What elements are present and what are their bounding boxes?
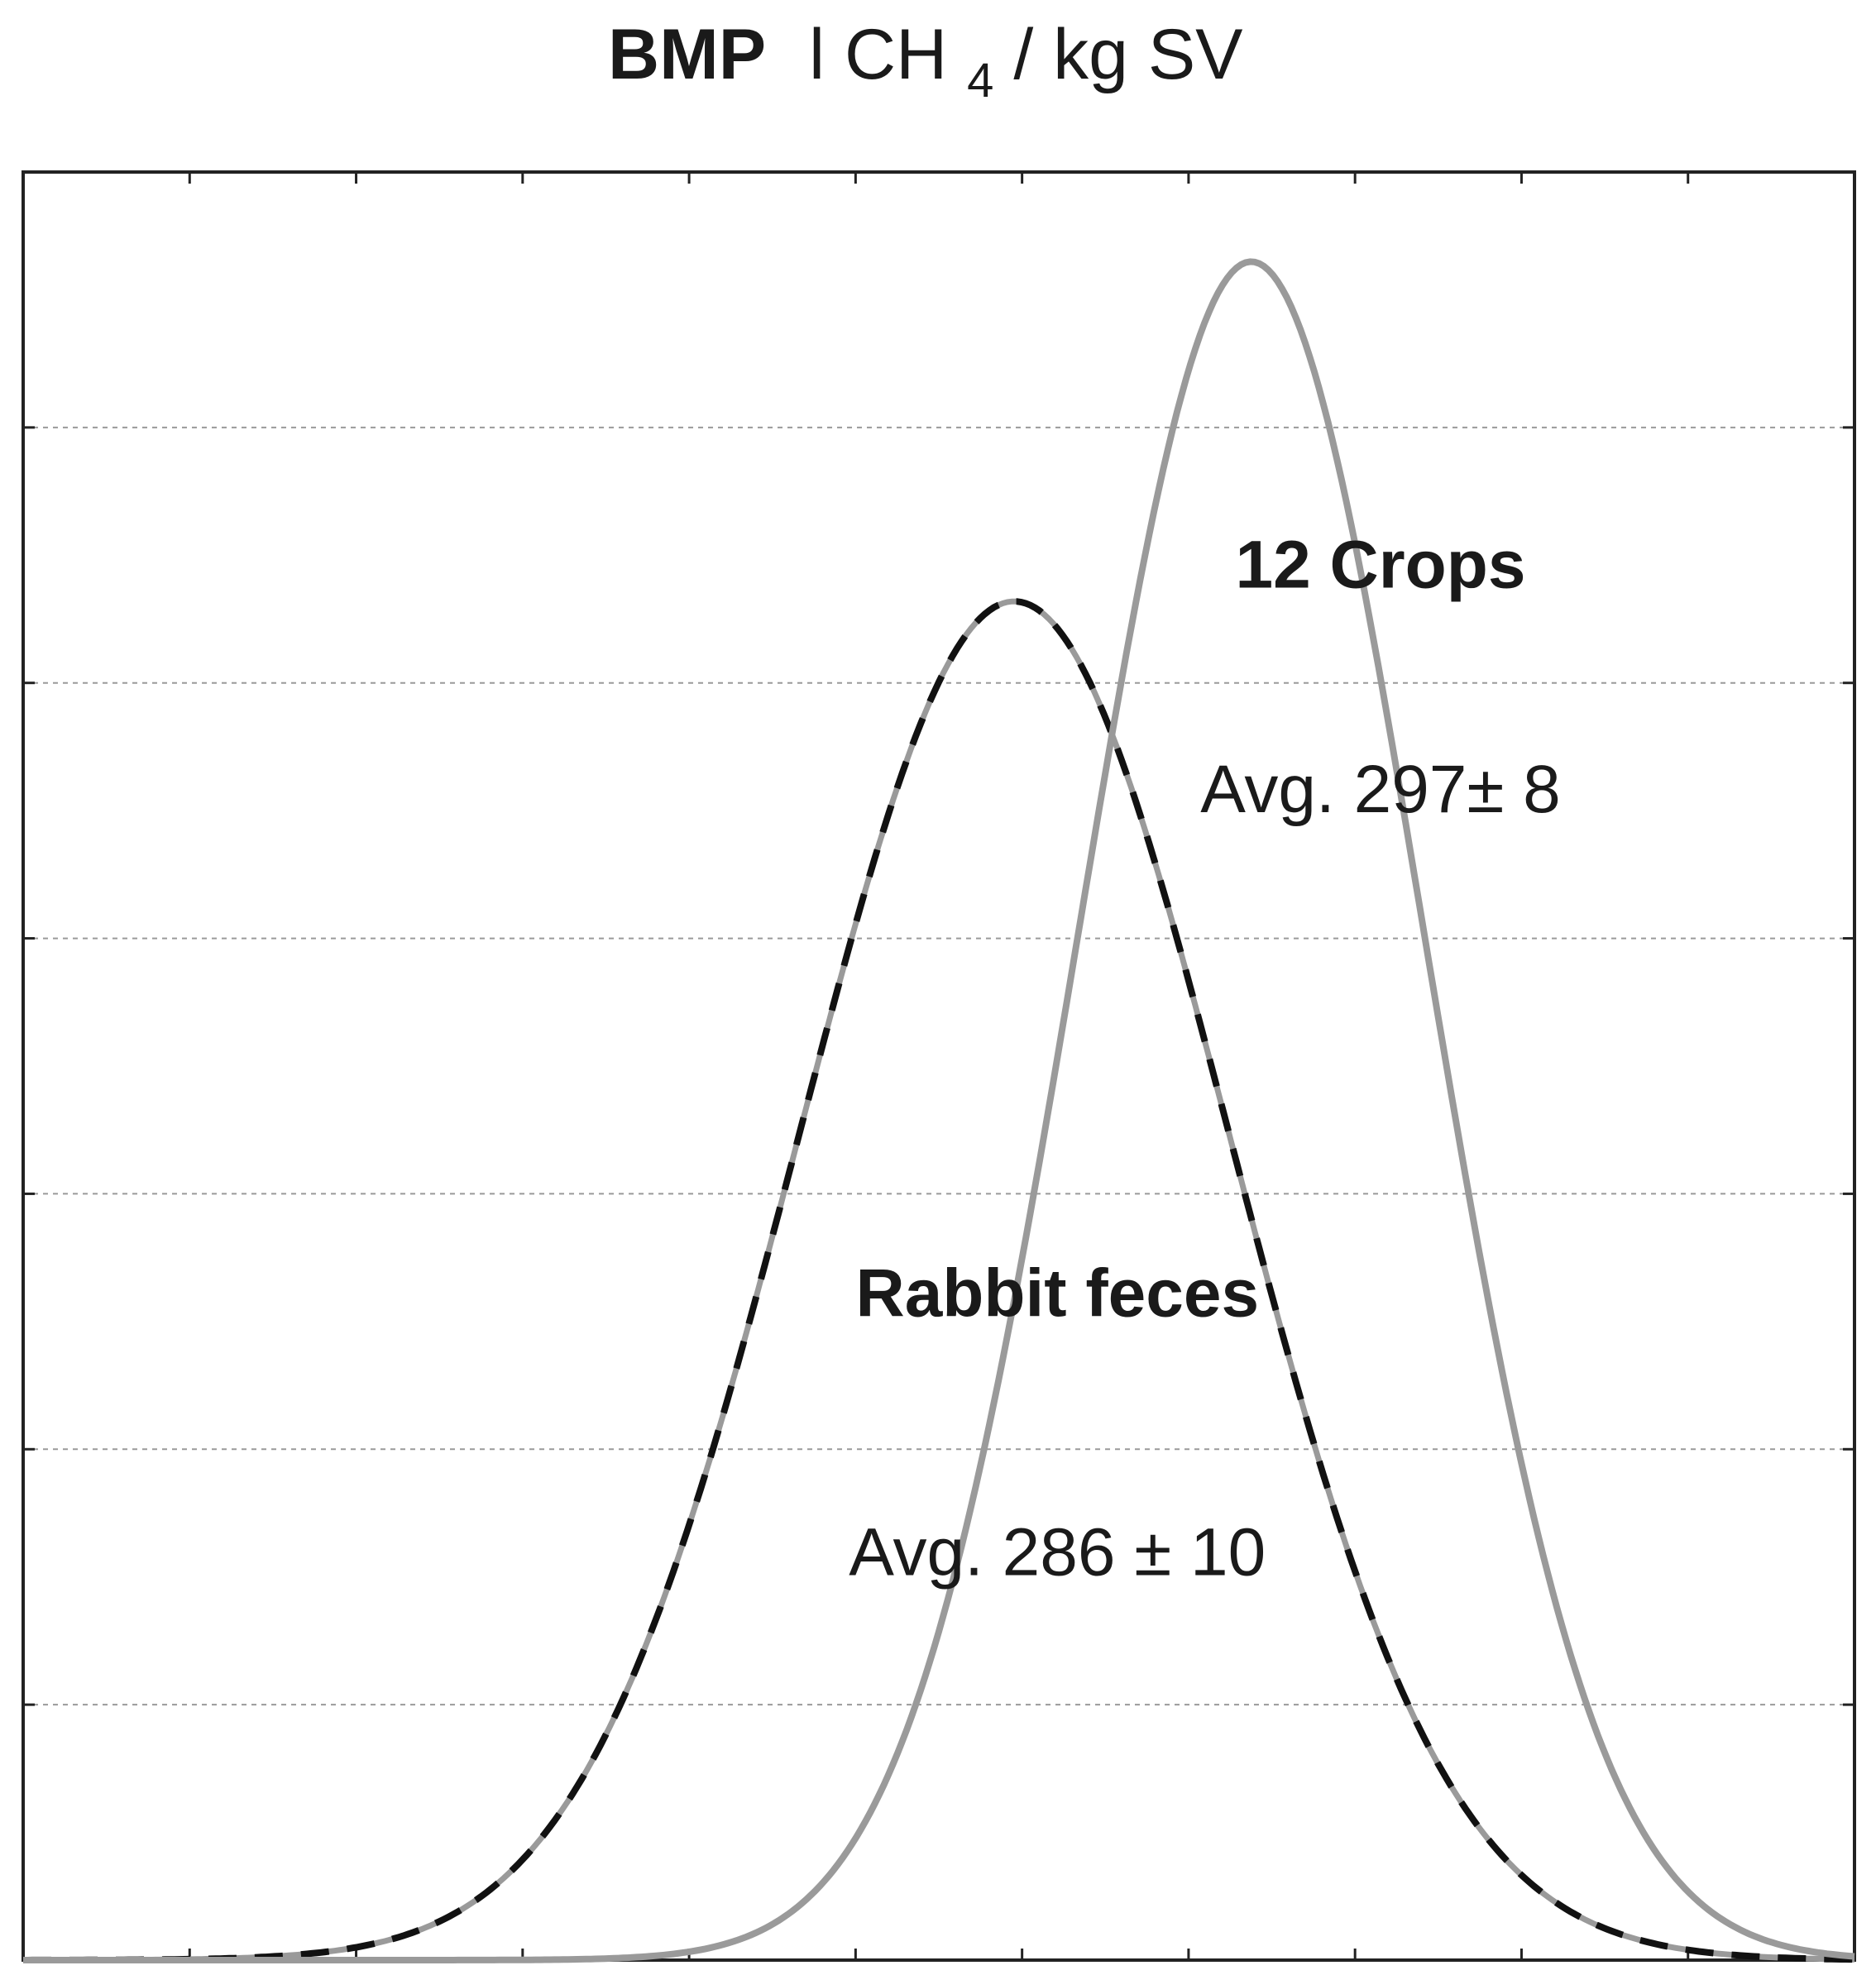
annotation-layer: 12 Crops Avg. 297± 8 Rabbit feces Avg. 286 …: [849, 527, 1560, 1590]
annotation-label: Avg. 286 ± 10: [849, 1515, 1266, 1590]
annotation-label: 12 Crops: [1236, 527, 1526, 602]
series-rabbit-feces: [23, 598, 1855, 1963]
series-line: [23, 598, 1855, 1963]
svg-text:BMP l CH 4: BMP l CH 4 / kg SV: [608, 15, 1243, 112]
series-line: [23, 258, 1855, 1963]
title-bold: BMP: [608, 15, 766, 94]
plot-frame: [22, 170, 1856, 1962]
title-unit-subscript: 4: [967, 54, 993, 108]
grid-lines: [23, 426, 1854, 1706]
title-unit-suffix: / kg SV: [1013, 15, 1242, 94]
annotation-label: Rabbit feces: [855, 1256, 1259, 1332]
annotation-label: Avg. 297± 8: [1200, 752, 1561, 827]
series-layer: [23, 258, 1855, 1963]
series-12-crops: [23, 258, 1855, 1963]
axis-ticks: [23, 172, 1854, 1960]
title-unit-prefix: l CH: [809, 15, 947, 94]
chart-title: BMP l CH 4 / kg SV: [608, 15, 1243, 112]
